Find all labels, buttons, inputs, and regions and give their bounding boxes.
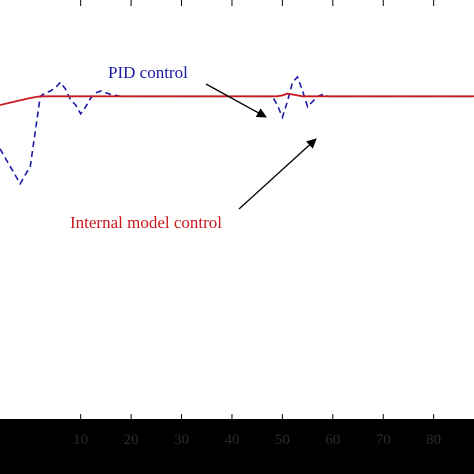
plot-area	[0, 0, 474, 420]
x-tick-label-10: 10	[73, 432, 88, 448]
bottom-axis-ticks	[80, 414, 435, 420]
x-tick-label-30: 30	[174, 432, 189, 448]
pid-annotation-label: PID control	[108, 63, 188, 82]
imc-annotation-arrow	[238, 138, 317, 210]
x-tick-label-20: 20	[124, 432, 139, 448]
x-tick-label-50: 50	[275, 432, 290, 448]
series-line-internal-model-control	[0, 92, 474, 106]
x-tick-labels: 10 20 30 40 50 60 70 80	[73, 432, 441, 448]
imc-annotation-label: Internal model control	[70, 213, 222, 232]
series-layer	[0, 75, 474, 186]
x-tick-label-40: 40	[224, 432, 239, 448]
x-tick-label-60: 60	[325, 432, 340, 448]
pid-annotation-arrow	[205, 83, 267, 118]
x-tick-label-70: 70	[376, 432, 391, 448]
x-tick-label-80: 80	[426, 432, 441, 448]
top-axis-ticks	[80, 0, 435, 6]
